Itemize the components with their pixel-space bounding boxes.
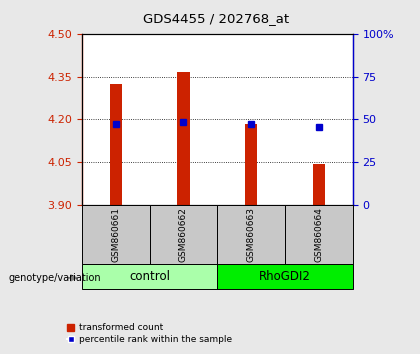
Text: GSM860664: GSM860664	[315, 207, 323, 262]
Legend: transformed count, percentile rank within the sample: transformed count, percentile rank withi…	[63, 320, 235, 348]
Bar	[110, 84, 122, 205]
Text: GSM860663: GSM860663	[247, 207, 256, 262]
Bar	[313, 164, 325, 205]
Bar	[150, 205, 218, 264]
Text: control: control	[129, 270, 170, 282]
Bar	[245, 124, 257, 205]
Bar	[82, 205, 150, 264]
Bar	[82, 264, 218, 289]
Bar	[285, 205, 353, 264]
Bar	[177, 72, 189, 205]
Text: RhoGDI2: RhoGDI2	[259, 270, 311, 282]
Bar	[218, 264, 353, 289]
Text: genotype/variation: genotype/variation	[8, 273, 101, 283]
Text: GSM860661: GSM860661	[111, 207, 120, 262]
Text: GSM860662: GSM860662	[179, 207, 188, 262]
Bar	[218, 205, 285, 264]
Text: GDS4455 / 202768_at: GDS4455 / 202768_at	[143, 12, 289, 25]
